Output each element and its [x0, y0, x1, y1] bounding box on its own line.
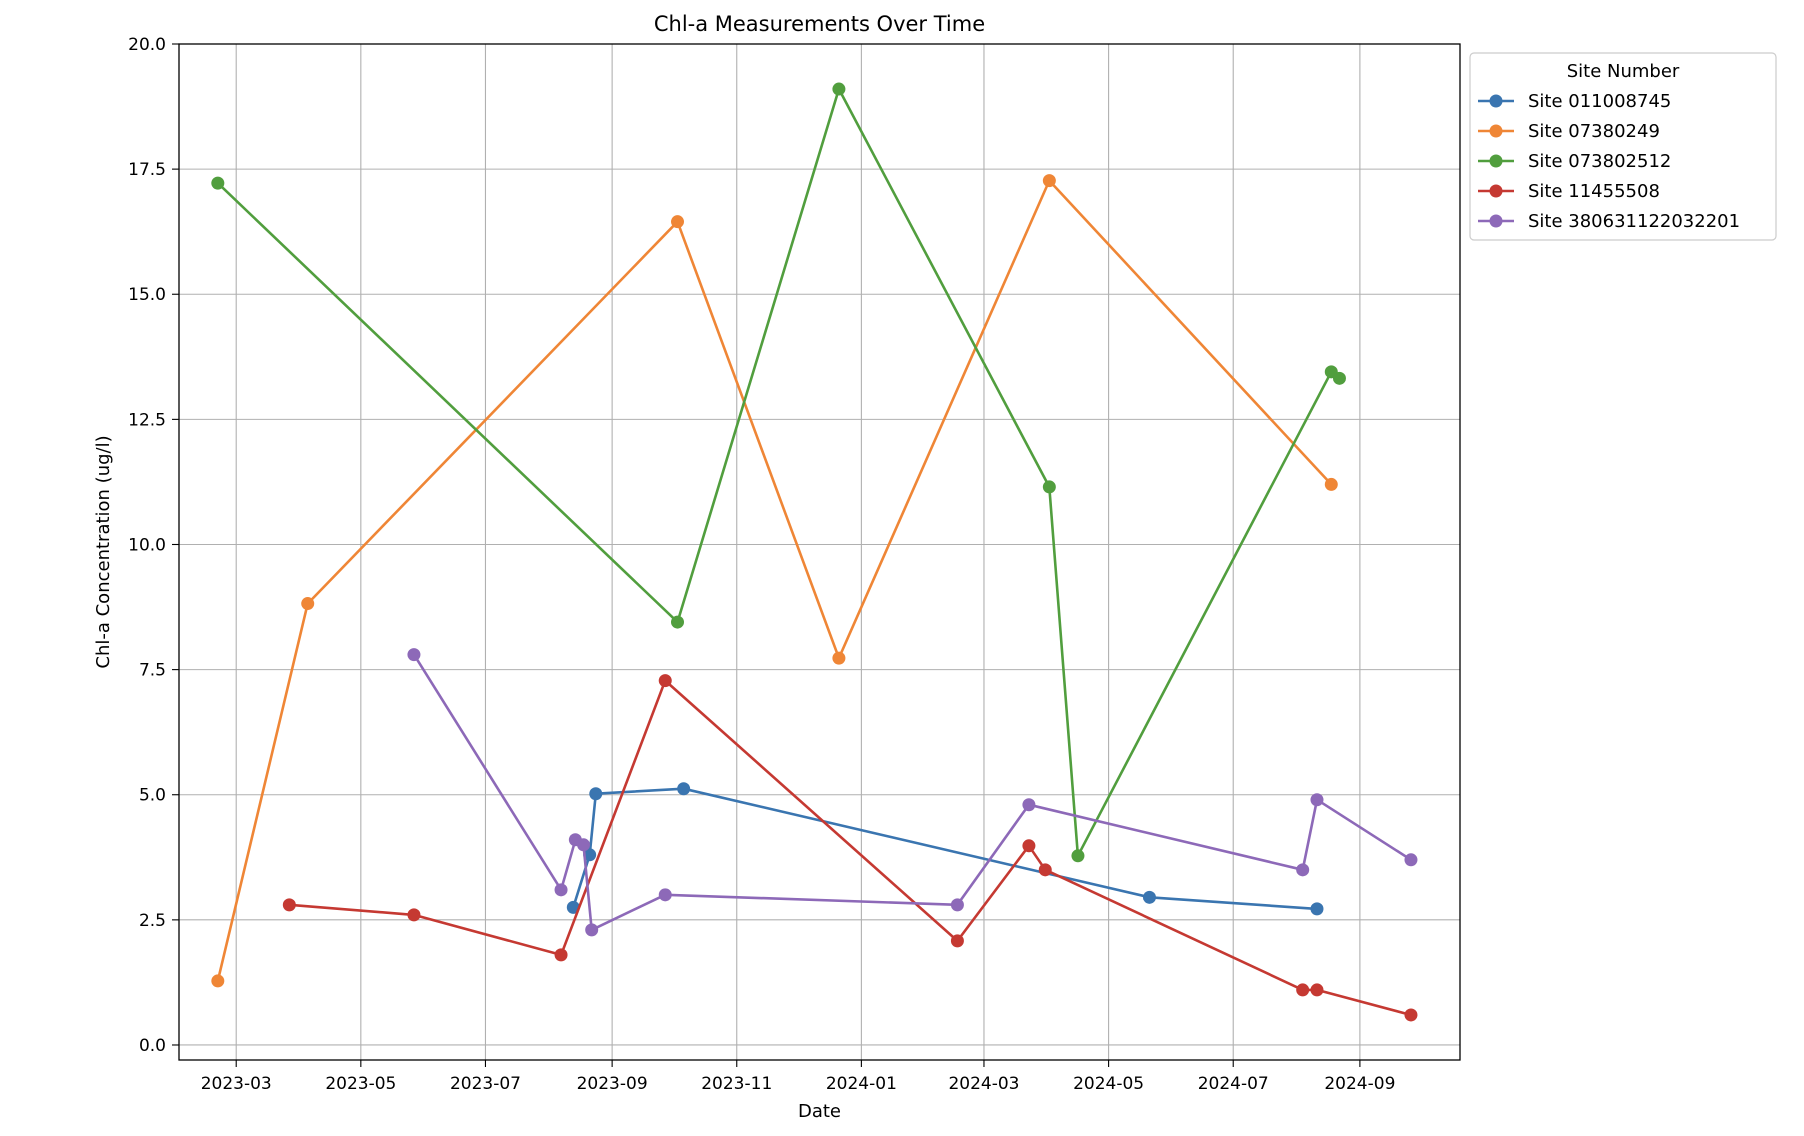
- data-point: [554, 948, 568, 962]
- data-point: [1310, 983, 1324, 997]
- data-point: [658, 888, 672, 902]
- y-axis-title: Chl-a Concentration (ug/l): [93, 435, 114, 668]
- data-point: [671, 215, 685, 229]
- x-tick-label: 2023-07: [450, 1074, 521, 1094]
- x-tick-label: 2023-03: [201, 1074, 272, 1094]
- data-point: [1310, 902, 1324, 916]
- series-5: [407, 648, 1418, 937]
- y-tick-label: 17.5: [128, 160, 166, 180]
- data-point: [282, 898, 296, 912]
- x-tick-label: 2023-05: [325, 1074, 396, 1094]
- data-point: [589, 787, 603, 801]
- legend-marker: [1489, 154, 1503, 168]
- legend-entry: Site 073802512: [1478, 151, 1671, 172]
- data-point: [583, 848, 597, 862]
- data-point: [671, 615, 685, 629]
- data-point: [301, 597, 315, 611]
- legend-label: Site 11455508: [1528, 181, 1660, 202]
- legend-entries: Site 011008745 Site 07380249 Site 07380251…: [1478, 91, 1740, 232]
- x-tick-label: 2024-03: [948, 1074, 1019, 1094]
- legend-entry: Site 380631122032201: [1478, 211, 1740, 232]
- data-point: [577, 838, 591, 852]
- data-point: [1296, 863, 1310, 877]
- series-line: [289, 679, 1412, 1017]
- y-tick-label: 20.0: [128, 35, 166, 55]
- data-point: [950, 898, 964, 912]
- x-tick-label: 2024-09: [1324, 1074, 1395, 1094]
- data-point: [407, 908, 421, 922]
- y-axis: 0.0 2.5 5.0 7.5 10.0 12.5 15.0 17.5 20.0: [128, 35, 179, 1056]
- data-point: [585, 923, 599, 937]
- series-layer: [211, 82, 1418, 1022]
- y-tick-label: 15.0: [128, 285, 166, 305]
- legend-entry: Site 011008745: [1478, 91, 1671, 112]
- data-point: [1324, 477, 1338, 491]
- data-point: [677, 782, 691, 796]
- data-point: [211, 974, 225, 988]
- legend-entry: Site 07380249: [1478, 121, 1660, 142]
- legend-marker: [1489, 214, 1503, 228]
- x-tick-label: 2024-01: [826, 1074, 897, 1094]
- x-axis-title: Date: [798, 1101, 841, 1122]
- x-axis: 2023-03 2023-05 2023-07 2023-09 2023-11 2024-…: [201, 1060, 1395, 1094]
- legend-label: Site 073802512: [1528, 151, 1671, 172]
- legend-entry: Site 11455508: [1478, 181, 1660, 202]
- data-point: [1038, 863, 1052, 877]
- legend-marker: [1489, 184, 1503, 198]
- legend-box: [1469, 52, 1777, 241]
- data-point: [1042, 174, 1056, 188]
- data-point: [1042, 480, 1056, 494]
- data-point: [1022, 798, 1036, 812]
- chart-title: Chl-a Measurements Over Time: [654, 12, 985, 36]
- y-tick-label: 7.5: [139, 661, 166, 681]
- data-point: [1310, 793, 1324, 807]
- data-point: [1071, 849, 1085, 863]
- x-tick-label: 2024-05: [1073, 1074, 1144, 1094]
- data-point: [1142, 890, 1156, 904]
- legend-label: Site 011008745: [1528, 91, 1671, 112]
- data-point: [950, 934, 964, 948]
- data-point: [1296, 983, 1310, 997]
- x-tick-label: 2023-11: [701, 1074, 772, 1094]
- data-point: [1332, 371, 1346, 385]
- data-point: [1404, 1008, 1418, 1022]
- y-tick-label: 5.0: [139, 786, 166, 806]
- legend-label: Site 07380249: [1528, 121, 1660, 142]
- legend-marker: [1489, 94, 1503, 108]
- plot-frame: [178, 43, 1461, 1061]
- data-point: [658, 674, 672, 688]
- data-point: [1404, 853, 1418, 867]
- data-point: [832, 82, 846, 96]
- series-line: [216, 179, 1333, 982]
- series-3: [211, 82, 1346, 863]
- data-point: [1022, 839, 1036, 853]
- legend-label: Site 380631122032201: [1528, 211, 1740, 232]
- legend-marker: [1489, 124, 1503, 138]
- x-tick-label: 2024-07: [1198, 1074, 1269, 1094]
- data-point: [832, 651, 846, 665]
- x-tick-label: 2023-09: [577, 1074, 648, 1094]
- series-line: [572, 787, 1318, 911]
- data-point: [211, 176, 225, 190]
- data-point: [554, 883, 568, 897]
- series-4: [282, 674, 1418, 1022]
- y-tick-label: 0.0: [139, 1036, 166, 1056]
- y-tick-label: 2.5: [139, 911, 166, 931]
- series-2: [211, 174, 1338, 988]
- y-tick-label: 12.5: [128, 410, 166, 430]
- data-point: [407, 648, 421, 662]
- legend-title: Site Number: [1567, 61, 1680, 82]
- y-tick-label: 10.0: [128, 535, 166, 555]
